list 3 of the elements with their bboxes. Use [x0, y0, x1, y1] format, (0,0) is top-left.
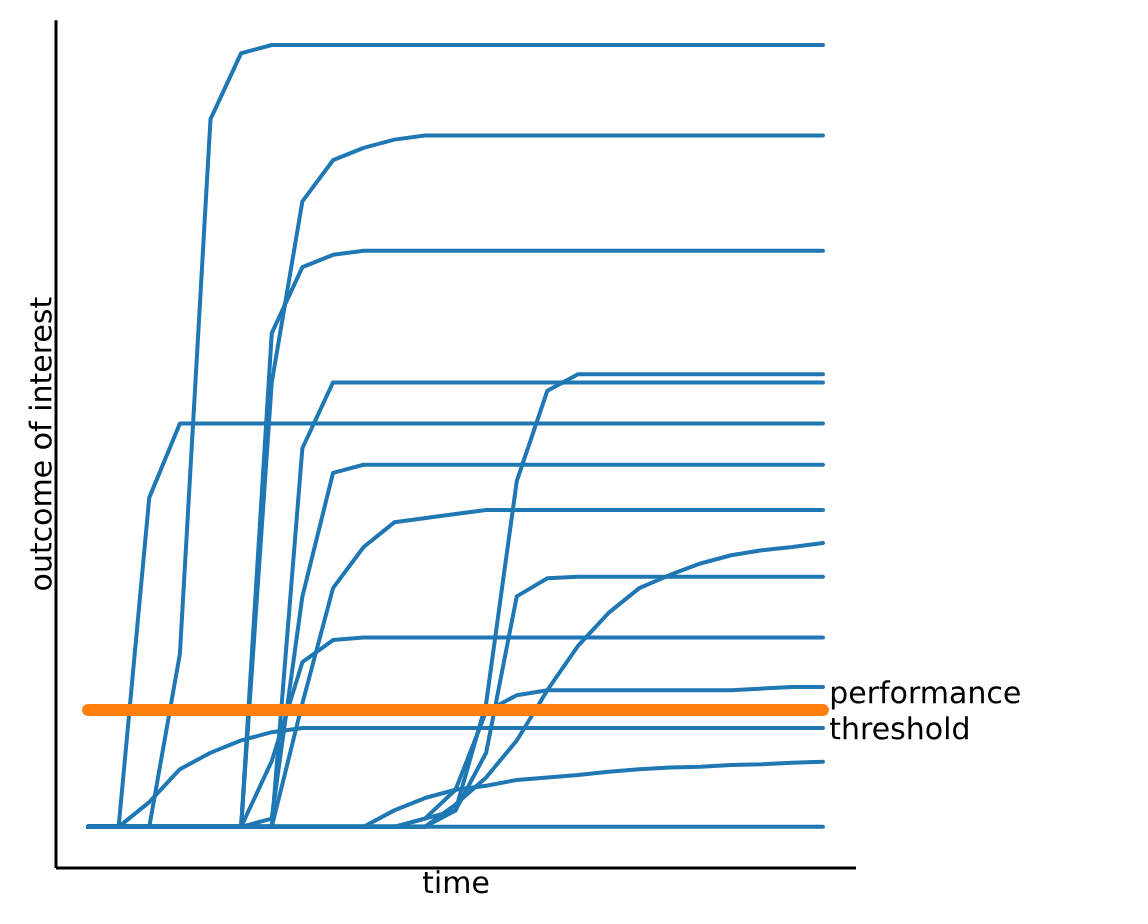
- y-axis-title: outcome of interest: [28, 297, 52, 590]
- ref-line-label: performance threshold: [830, 680, 1020, 740]
- x-axis-title: time: [422, 870, 489, 894]
